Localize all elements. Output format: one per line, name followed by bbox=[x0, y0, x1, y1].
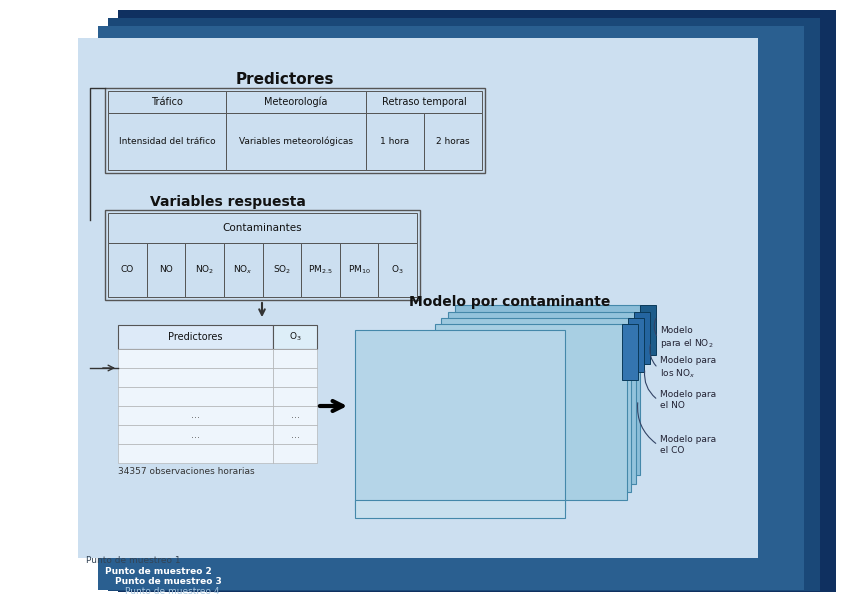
Text: PM$_{2.5}$: PM$_{2.5}$ bbox=[308, 264, 332, 276]
Bar bbox=[273, 368, 317, 387]
Bar bbox=[366, 91, 482, 113]
Text: Retraso temporal: Retraso temporal bbox=[382, 97, 466, 107]
Text: Predictores: Predictores bbox=[168, 332, 222, 342]
Text: 1 hora: 1 hora bbox=[381, 137, 409, 145]
Text: Meteorología: Meteorología bbox=[264, 97, 327, 107]
Bar bbox=[118, 444, 273, 463]
Bar bbox=[622, 324, 638, 380]
Bar bbox=[355, 330, 565, 510]
Text: Punto de muestreo 1: Punto de muestreo 1 bbox=[86, 556, 181, 565]
Text: Variables respuesta: Variables respuesta bbox=[150, 195, 306, 209]
Bar bbox=[273, 349, 317, 368]
Bar bbox=[640, 305, 656, 355]
Bar bbox=[98, 26, 804, 590]
Text: Predictores: Predictores bbox=[236, 72, 334, 87]
Bar bbox=[146, 243, 185, 297]
Bar bbox=[435, 324, 627, 500]
Bar bbox=[226, 113, 366, 170]
Bar bbox=[441, 318, 631, 492]
Bar bbox=[108, 243, 146, 297]
Bar bbox=[118, 349, 273, 368]
Bar bbox=[273, 387, 317, 406]
Text: ...: ... bbox=[191, 429, 200, 439]
Text: CO: CO bbox=[121, 265, 134, 275]
Bar bbox=[108, 91, 226, 113]
Bar bbox=[108, 213, 417, 243]
Text: Modelo para
el NO: Modelo para el NO bbox=[660, 391, 716, 410]
Bar bbox=[262, 243, 301, 297]
Text: O$_3$: O$_3$ bbox=[288, 331, 301, 343]
Text: Modelo por contaminante: Modelo por contaminante bbox=[409, 295, 611, 309]
Bar bbox=[118, 368, 273, 387]
Bar bbox=[273, 444, 317, 463]
Bar bbox=[118, 387, 273, 406]
Bar bbox=[273, 425, 317, 444]
Bar bbox=[108, 113, 226, 170]
Bar bbox=[424, 113, 482, 170]
Text: O$_3$: O$_3$ bbox=[392, 264, 404, 276]
Text: 2 horas: 2 horas bbox=[437, 137, 470, 145]
Bar bbox=[105, 88, 485, 173]
Bar bbox=[118, 325, 273, 349]
Bar bbox=[634, 312, 650, 364]
Bar bbox=[455, 305, 640, 475]
Text: Punto de muestreo 4: Punto de muestreo 4 bbox=[125, 587, 219, 596]
Text: Variables meteorológicas: Variables meteorológicas bbox=[239, 136, 353, 146]
Bar bbox=[366, 113, 424, 170]
Text: NO$_x$: NO$_x$ bbox=[233, 264, 253, 276]
Text: Contaminantes: Contaminantes bbox=[222, 223, 302, 233]
Bar bbox=[118, 406, 273, 425]
Bar bbox=[185, 243, 224, 297]
Bar bbox=[448, 312, 636, 484]
Bar bbox=[78, 38, 758, 558]
Text: ...: ... bbox=[191, 410, 200, 421]
Text: Punto de muestreo 2: Punto de muestreo 2 bbox=[105, 567, 212, 576]
Text: SO$_2$: SO$_2$ bbox=[272, 264, 291, 276]
Text: Punto de muestreo 3: Punto de muestreo 3 bbox=[115, 577, 222, 586]
Bar bbox=[355, 500, 565, 518]
Text: NO$_2$: NO$_2$ bbox=[195, 264, 214, 276]
Bar bbox=[108, 18, 820, 591]
Bar bbox=[273, 325, 317, 349]
Text: ...: ... bbox=[290, 429, 299, 439]
Bar bbox=[105, 210, 420, 300]
Text: 34357 observaciones horarias: 34357 observaciones horarias bbox=[118, 467, 255, 476]
Bar bbox=[301, 243, 340, 297]
Bar bbox=[378, 243, 417, 297]
Text: ...: ... bbox=[290, 410, 299, 421]
Bar bbox=[340, 243, 378, 297]
Bar bbox=[226, 91, 366, 113]
Text: NO: NO bbox=[159, 265, 173, 275]
Bar bbox=[628, 318, 644, 372]
Bar bbox=[224, 243, 262, 297]
Text: Modelo para
los NO$_x$: Modelo para los NO$_x$ bbox=[660, 356, 716, 379]
Text: Modelo para
el CO: Modelo para el CO bbox=[660, 436, 716, 455]
Bar bbox=[118, 425, 273, 444]
Text: PM$_{10}$: PM$_{10}$ bbox=[348, 264, 371, 276]
Text: Modelo
para el NO$_2$: Modelo para el NO$_2$ bbox=[660, 326, 713, 350]
Bar bbox=[118, 10, 836, 592]
Text: Intensidad del tráfico: Intensidad del tráfico bbox=[118, 137, 216, 145]
Bar bbox=[273, 406, 317, 425]
Text: Tráfico: Tráfico bbox=[151, 97, 183, 107]
